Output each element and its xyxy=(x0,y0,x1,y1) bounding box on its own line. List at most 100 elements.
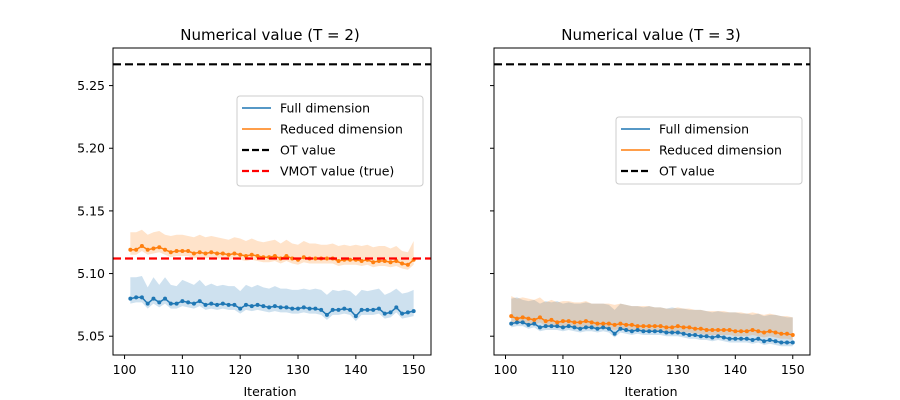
data-point xyxy=(704,327,709,332)
data-point xyxy=(151,296,156,301)
data-point xyxy=(595,321,600,326)
data-point xyxy=(710,335,715,340)
x-tick-label: 100 xyxy=(113,362,137,377)
data-point xyxy=(675,324,680,329)
data-point xyxy=(336,259,341,264)
data-point xyxy=(790,332,795,337)
data-point xyxy=(572,325,577,330)
data-point xyxy=(572,320,577,325)
data-point xyxy=(555,320,560,325)
data-point xyxy=(134,247,139,252)
data-point xyxy=(750,337,755,342)
data-point xyxy=(606,326,611,331)
legend-label: Full dimension xyxy=(659,122,749,137)
data-point xyxy=(376,306,381,311)
y-tick-label: 5.15 xyxy=(77,203,105,218)
data-point xyxy=(226,302,231,307)
data-point xyxy=(779,331,784,336)
data-point xyxy=(336,307,341,312)
chart-panel-t3: Numerical value (T = 3) Iteration 100 110… xyxy=(490,26,811,399)
data-point xyxy=(243,254,248,259)
data-point xyxy=(180,249,185,253)
axes-frame xyxy=(493,47,811,356)
data-point xyxy=(514,316,519,321)
data-point xyxy=(549,317,554,322)
data-point xyxy=(157,300,162,305)
data-point xyxy=(767,329,772,334)
data-point xyxy=(721,327,726,332)
data-point xyxy=(744,336,749,341)
legend-box xyxy=(615,116,803,185)
data-point xyxy=(382,259,387,264)
data-point xyxy=(203,251,208,256)
data-point xyxy=(526,322,531,327)
data-point xyxy=(555,324,560,329)
legend: Full dimension Reduced dimension OT value xyxy=(615,116,803,185)
data-point xyxy=(163,247,168,252)
data-point xyxy=(756,329,761,334)
data-point xyxy=(756,336,761,341)
data-point xyxy=(670,330,675,335)
data-point xyxy=(779,340,784,345)
data-point xyxy=(733,336,738,341)
data-point xyxy=(670,325,675,330)
data-point xyxy=(145,247,150,252)
data-point xyxy=(186,300,191,305)
data-point xyxy=(319,307,324,312)
data-point xyxy=(180,299,185,304)
data-point xyxy=(739,329,744,334)
data-point xyxy=(532,321,537,326)
data-point xyxy=(353,314,358,319)
data-point xyxy=(376,259,381,264)
data-point xyxy=(566,324,571,329)
data-point xyxy=(693,326,698,331)
data-point xyxy=(641,324,646,329)
x-tick-label: 110 xyxy=(551,362,575,377)
data-point xyxy=(514,320,519,325)
data-point xyxy=(278,305,283,310)
data-point xyxy=(785,340,790,345)
data-point xyxy=(721,335,726,340)
data-point xyxy=(658,324,663,329)
data-point xyxy=(267,305,272,310)
x-tick-label: 110 xyxy=(170,362,194,377)
data-point xyxy=(174,249,179,253)
data-point xyxy=(664,330,669,335)
data-point xyxy=(658,329,663,334)
data-point xyxy=(785,331,790,336)
data-point xyxy=(612,322,617,327)
data-point xyxy=(191,251,196,256)
data-point xyxy=(371,307,376,312)
data-point xyxy=(773,339,778,344)
data-point xyxy=(243,302,248,307)
y-tick-label: 5.20 xyxy=(77,141,105,156)
x-tick-label: 140 xyxy=(344,362,368,377)
data-point xyxy=(272,304,277,309)
data-point xyxy=(509,321,514,326)
data-point xyxy=(578,326,583,331)
data-point xyxy=(405,310,410,315)
data-point xyxy=(595,326,600,331)
x-tick-label: 130 xyxy=(666,362,690,377)
data-point xyxy=(566,319,571,324)
data-point xyxy=(197,299,202,304)
data-point xyxy=(168,301,173,306)
plot-area xyxy=(113,63,431,322)
data-point xyxy=(209,301,214,306)
data-point xyxy=(371,260,376,265)
data-point xyxy=(543,319,548,324)
data-point xyxy=(532,317,537,322)
data-point xyxy=(290,306,295,311)
data-point xyxy=(589,325,594,330)
data-point xyxy=(647,329,652,334)
data-point xyxy=(560,319,565,324)
data-point xyxy=(134,295,139,300)
data-point xyxy=(543,324,548,329)
data-point xyxy=(520,315,525,320)
data-point xyxy=(675,330,680,335)
x-tick-label: 150 xyxy=(781,362,805,377)
x-tick-label: 130 xyxy=(286,362,310,377)
data-point xyxy=(704,334,709,339)
axes-frame xyxy=(112,47,432,356)
data-point xyxy=(313,306,318,311)
